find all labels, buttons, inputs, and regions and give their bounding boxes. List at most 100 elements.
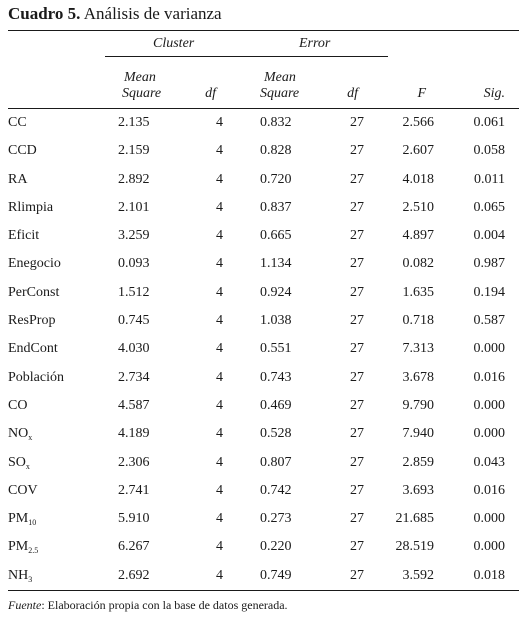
significance-cell: 0.987 xyxy=(473,256,506,272)
table-row: Eficit 3.259 4 0.665 27 4.897 0.004 xyxy=(0,224,519,252)
header-sig: Sig. xyxy=(483,86,505,101)
mean-square-error-cell: 0.743 xyxy=(260,369,292,385)
df-cluster-cell: 4 xyxy=(216,143,223,159)
variable-name: Población xyxy=(8,369,64,385)
table-row: EndCont 4.030 4 0.551 27 7.313 0.000 xyxy=(0,337,519,365)
df-cluster-cell: 4 xyxy=(216,228,223,244)
f-value-cell: 4.897 xyxy=(402,228,435,244)
df-cluster-cell: 4 xyxy=(216,511,223,527)
variable-name: PerConst xyxy=(8,284,60,300)
variable-cell: COV xyxy=(8,483,38,499)
table-caption: Análisis de varianza xyxy=(83,4,222,23)
mean-square-error-cell: 0.551 xyxy=(260,341,292,357)
variable-cell: NH3 xyxy=(8,568,32,584)
header-mean-square-cluster: Mean Square xyxy=(122,70,161,102)
footnote: Fuente: Elaboración propia con la base d… xyxy=(8,598,288,613)
significance-cell: 0.000 xyxy=(473,426,506,442)
mean-square-error-cell: 0.807 xyxy=(260,454,292,470)
significance-cell: 0.000 xyxy=(473,511,506,527)
df-error-cell: 27 xyxy=(350,115,364,130)
f-value-cell: 2.607 xyxy=(402,143,435,159)
group-header-error: Error xyxy=(299,36,331,51)
f-value-cell: 0.718 xyxy=(402,313,435,329)
df-cluster-cell: 4 xyxy=(216,567,223,583)
mean-square-cluster-cell: 0.745 xyxy=(118,313,150,329)
table-row: COV 2.741 4 0.742 27 3.693 0.016 xyxy=(0,479,519,507)
mean-square-error-cell: 0.742 xyxy=(260,482,292,498)
mean-square-cluster-cell: 2.692 xyxy=(118,567,150,583)
f-value-cell: 2.566 xyxy=(402,115,435,130)
f-value-cell: 2.510 xyxy=(402,199,435,215)
table-row: PM2.5 6.267 4 0.220 27 28.519 0.000 xyxy=(0,535,519,563)
variable-subscript: 2.5 xyxy=(28,546,39,556)
df-error-cell: 27 xyxy=(350,397,364,413)
significance-cell: 0.000 xyxy=(473,539,506,555)
significance-cell: 0.043 xyxy=(473,454,506,470)
significance-cell: 0.194 xyxy=(473,284,506,300)
table-row: SOx 2.306 4 0.807 27 2.859 0.043 xyxy=(0,451,519,479)
significance-cell: 0.061 xyxy=(473,115,506,130)
variable-name: ResProp xyxy=(8,313,56,329)
variable-name: PM xyxy=(8,539,29,555)
mean-square-cluster-cell: 5.910 xyxy=(118,511,150,527)
header-mean-square-cluster-line2: Square xyxy=(122,86,162,101)
variable-cell: CO xyxy=(8,398,27,414)
variable-name: COV xyxy=(8,482,38,498)
df-error-cell: 27 xyxy=(350,369,364,385)
footnote-label: Fuente xyxy=(8,598,42,612)
table-row: Enegocio 0.093 4 1.134 27 0.082 0.987 xyxy=(0,252,519,280)
df-cluster-cell: 4 xyxy=(216,539,223,555)
mean-square-error-cell: 0.665 xyxy=(260,228,292,244)
df-error-cell: 27 xyxy=(350,454,364,470)
variable-subscript: x xyxy=(28,433,33,443)
f-value-cell: 3.592 xyxy=(402,567,435,583)
header-f: F xyxy=(417,86,426,101)
mean-square-cluster-cell: 0.093 xyxy=(118,256,150,272)
table-row: RA 2.892 4 0.720 27 4.018 0.011 xyxy=(0,168,519,196)
f-value-cell: 28.519 xyxy=(395,539,435,555)
f-value-cell: 4.018 xyxy=(402,171,435,187)
variable-subscript: 10 xyxy=(28,518,37,528)
variable-cell: CC xyxy=(8,115,27,131)
variable-name: Rlimpia xyxy=(8,199,54,215)
header-mean-square-error-line2: Square xyxy=(260,86,300,101)
variable-cell: RA xyxy=(8,172,27,188)
variable-cell: NOx xyxy=(8,426,32,442)
variable-cell: Enegocio xyxy=(8,256,61,272)
significance-cell: 0.587 xyxy=(473,313,506,329)
mean-square-cluster-cell: 2.159 xyxy=(118,143,150,159)
variable-cell: SOx xyxy=(8,455,30,471)
variable-cell: PerConst xyxy=(8,285,59,301)
mean-square-error-cell: 0.837 xyxy=(260,199,292,215)
header-df-cluster: df xyxy=(205,86,216,101)
variable-cell: PM2.5 xyxy=(8,539,38,555)
table-row: CCD 2.159 4 0.828 27 2.607 0.058 xyxy=(0,139,519,167)
variable-name: CC xyxy=(8,115,27,130)
table-row: Rlimpia 2.101 4 0.837 27 2.510 0.065 xyxy=(0,196,519,224)
table-row: PerConst 1.512 4 0.924 27 1.635 0.194 xyxy=(0,281,519,309)
f-value-cell: 3.678 xyxy=(402,369,435,385)
df-error-cell: 27 xyxy=(350,284,364,300)
mean-square-cluster-cell: 1.512 xyxy=(118,284,150,300)
variable-name: CO xyxy=(8,397,28,413)
table-row: PM10 5.910 4 0.273 27 21.685 0.000 xyxy=(0,507,519,535)
variable-subscript: x xyxy=(25,461,30,471)
df-error-cell: 27 xyxy=(350,313,364,329)
f-value-cell: 3.693 xyxy=(402,482,435,498)
df-error-cell: 27 xyxy=(350,256,364,272)
df-error-cell: 27 xyxy=(350,567,364,583)
table-row: NH3 2.692 4 0.749 27 3.592 0.018 xyxy=(0,564,519,592)
mean-square-error-cell: 0.832 xyxy=(260,115,292,130)
variable-name: NO xyxy=(8,426,29,442)
f-value-cell: 9.790 xyxy=(402,397,435,413)
significance-cell: 0.000 xyxy=(473,397,506,413)
header-mean-square-cluster-line1: Mean xyxy=(124,70,156,85)
mean-square-error-cell: 1.134 xyxy=(260,256,292,272)
df-error-cell: 27 xyxy=(350,228,364,244)
bottom-rule xyxy=(8,590,519,591)
group-header-cluster: Cluster xyxy=(153,36,195,51)
f-value-cell: 1.635 xyxy=(402,284,435,300)
footnote-text: : Elaboración propia con la base de dato… xyxy=(41,598,288,612)
mean-square-cluster-cell: 2.741 xyxy=(118,482,150,498)
mean-square-cluster-cell: 4.030 xyxy=(118,341,150,357)
